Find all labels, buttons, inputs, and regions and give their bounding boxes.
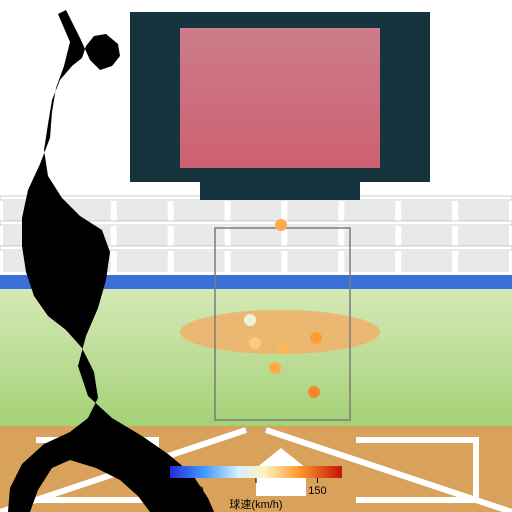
stand-block <box>458 250 509 272</box>
stand-block <box>458 225 509 247</box>
pitch-marker <box>275 219 287 231</box>
colorbar <box>170 466 342 478</box>
stand-block <box>287 250 338 272</box>
stand-block <box>401 225 452 247</box>
pitch-marker <box>249 337 261 349</box>
stand-block <box>174 200 225 222</box>
scoreboard-neck <box>200 182 360 200</box>
stand-block <box>344 200 395 222</box>
pitch-marker <box>310 332 322 344</box>
colorbar-label: 球速(km/h) <box>229 497 282 511</box>
scoreboard-screen <box>180 28 380 168</box>
stand-block <box>174 250 225 272</box>
colorbar-tick-label: 150 <box>308 485 326 497</box>
stand-block <box>401 250 452 272</box>
pitch-marker <box>269 362 281 374</box>
pitch-marker <box>308 386 320 398</box>
stand-block <box>344 250 395 272</box>
pitch-marker <box>277 342 289 354</box>
stand-block <box>458 200 509 222</box>
stand-block <box>117 250 168 272</box>
stand-block <box>117 200 168 222</box>
stand-block <box>117 225 168 247</box>
stand-block <box>231 200 282 222</box>
colorbar-tick-label: 100 <box>185 485 203 497</box>
stand-block <box>287 200 338 222</box>
stand-block <box>231 250 282 272</box>
stand-block <box>344 225 395 247</box>
stand-block <box>401 200 452 222</box>
pitch-marker <box>244 314 256 326</box>
pitch-location-chart: 100 150 球速(km/h) <box>0 0 512 512</box>
